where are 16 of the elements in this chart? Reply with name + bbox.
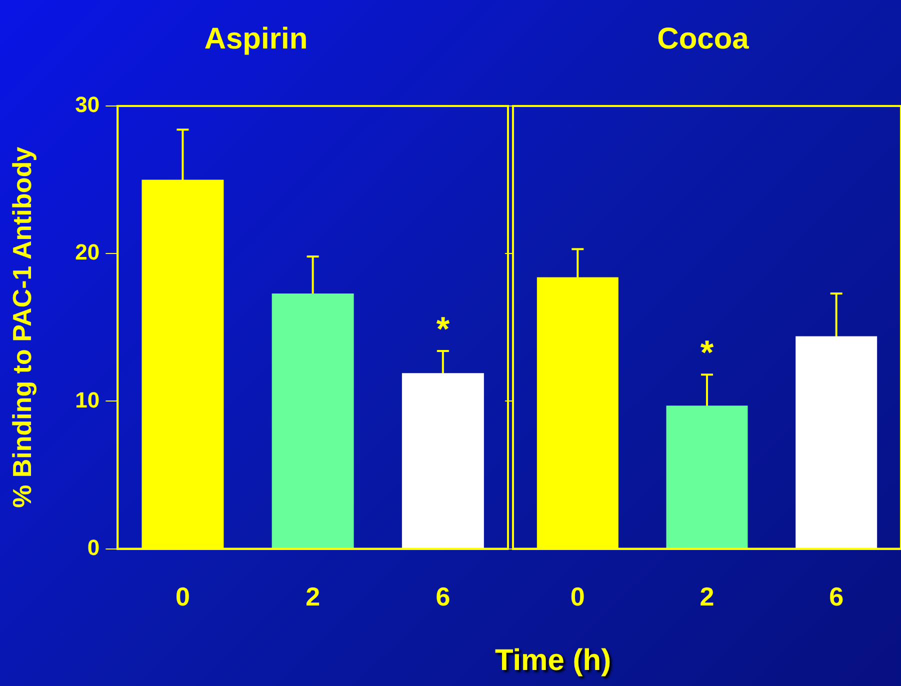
y-tick-label: 10: [75, 387, 100, 412]
annotation: *: [436, 310, 450, 348]
chart-title: Aspirin: [204, 22, 308, 56]
x-tick-label: 6: [436, 582, 450, 612]
x-axis-title: Time (h): [494, 644, 612, 678]
x-tick-label: 0: [570, 582, 585, 612]
x-tick-label: 6: [829, 582, 844, 612]
y-tick-label: 0: [87, 534, 100, 560]
chart-title: Cocoa: [657, 22, 750, 56]
y-tick-label: 20: [75, 240, 100, 265]
y-tick-label: 30: [75, 92, 100, 118]
x-tick-label: 0: [175, 582, 190, 612]
x-tick-label: 2: [306, 582, 320, 612]
x-tick-label: 2: [700, 582, 714, 612]
y-axis-title: % Binding to PAC-1 Antibody: [6, 146, 37, 508]
annotation: *: [700, 334, 714, 372]
